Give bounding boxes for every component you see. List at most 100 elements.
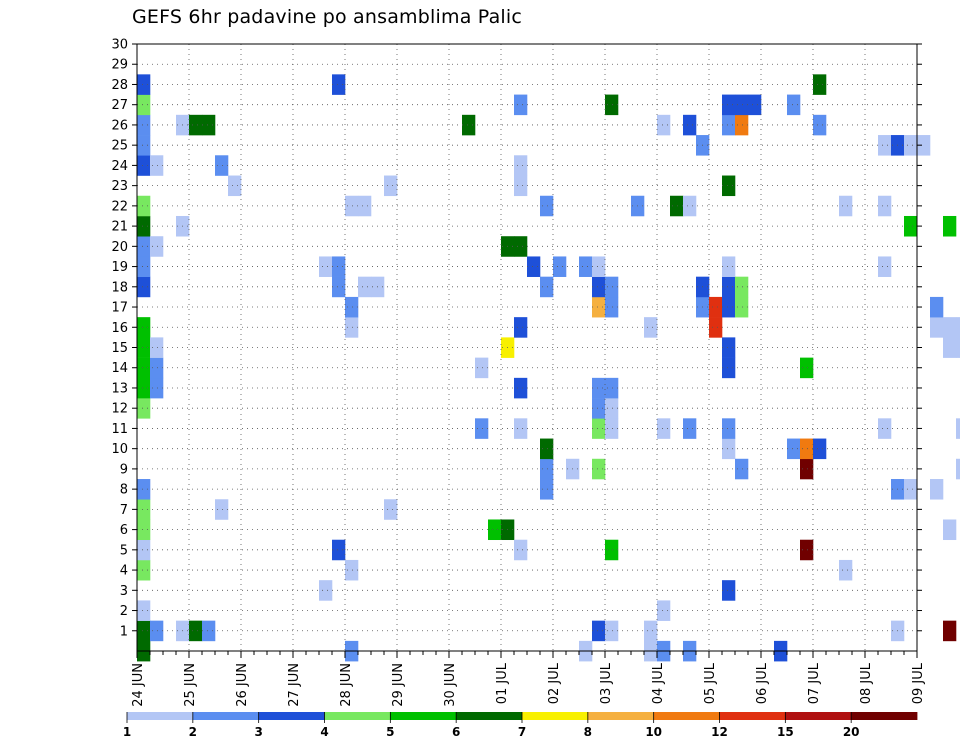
heatmap-cell bbox=[345, 195, 359, 217]
heatmap-cell bbox=[657, 418, 671, 439]
heatmap-cell bbox=[319, 580, 333, 601]
heatmap-cell bbox=[137, 317, 151, 338]
heatmap-cell bbox=[800, 539, 814, 561]
colorbar-label: 5 bbox=[386, 725, 394, 739]
colorbar-segment bbox=[456, 712, 523, 720]
heatmap-cell bbox=[787, 438, 801, 460]
heatmap-cell bbox=[137, 135, 151, 156]
y-tick-label: 25 bbox=[111, 139, 128, 154]
y-tick-label: 30 bbox=[111, 38, 128, 53]
x-tick-label: 26 JUN bbox=[235, 663, 250, 707]
y-tick-label: 20 bbox=[111, 240, 128, 255]
heatmap-cell bbox=[878, 135, 892, 156]
y-tick-label: 23 bbox=[111, 179, 128, 194]
x-tick-label: 08 JUL bbox=[859, 662, 874, 704]
heatmap-cell bbox=[878, 256, 892, 277]
heatmap-cell bbox=[735, 458, 749, 480]
heatmap-cell bbox=[137, 215, 151, 237]
heatmap-cell bbox=[839, 195, 853, 217]
heatmap-cell bbox=[540, 276, 554, 298]
y-tick-label: 1 bbox=[120, 624, 128, 639]
heatmap-cell bbox=[592, 276, 606, 298]
heatmap-cell bbox=[904, 479, 918, 500]
colorbar-label: 6 bbox=[452, 725, 460, 739]
heatmap-cell bbox=[358, 195, 372, 217]
heatmap-cell bbox=[150, 155, 164, 176]
heatmap-cell bbox=[137, 236, 151, 257]
heatmap-cell bbox=[605, 276, 619, 298]
heatmap-cell bbox=[345, 559, 359, 581]
heatmap-cell bbox=[332, 256, 346, 277]
heatmap-cell bbox=[150, 357, 164, 379]
heatmap-cell bbox=[904, 135, 918, 156]
chart-title: GEFS 6hr padavine po ansamblima Palic bbox=[132, 6, 523, 28]
heatmap-cell bbox=[878, 195, 892, 217]
heatmap-cell bbox=[462, 114, 476, 136]
colorbar-segment bbox=[522, 712, 589, 720]
heatmap-cell bbox=[514, 317, 528, 338]
heatmap-cell bbox=[709, 296, 723, 318]
y-tick-label: 16 bbox=[111, 321, 128, 336]
heatmap-cell bbox=[735, 94, 749, 116]
heatmap-cell bbox=[202, 114, 216, 136]
colorbar-segment bbox=[324, 712, 391, 720]
heatmap-cell bbox=[189, 620, 203, 642]
y-tick-label: 3 bbox=[120, 584, 128, 599]
heatmap-cell bbox=[722, 418, 736, 439]
heatmap-cell bbox=[137, 600, 151, 621]
heatmap-cell bbox=[137, 155, 151, 176]
y-tick-label: 28 bbox=[111, 78, 128, 93]
heatmap-cell bbox=[150, 620, 164, 642]
heatmap-cell bbox=[722, 276, 736, 298]
colorbar-segment bbox=[851, 712, 918, 720]
heatmap-cell bbox=[592, 398, 606, 419]
y-tick-label: 17 bbox=[111, 301, 128, 316]
heatmap-cell bbox=[943, 620, 957, 642]
heatmap-cell bbox=[722, 114, 736, 136]
y-tick-label: 15 bbox=[111, 341, 128, 356]
heatmap-cell bbox=[605, 377, 619, 399]
heatmap-cell bbox=[839, 559, 853, 581]
heatmap-cell bbox=[605, 620, 619, 642]
heatmap-cell bbox=[514, 175, 528, 197]
y-tick-label: 5 bbox=[120, 543, 128, 558]
heatmap-cell bbox=[722, 94, 736, 116]
x-tick-label: 30 JUN bbox=[443, 663, 458, 707]
heatmap-cell bbox=[137, 519, 151, 541]
heatmap-cell bbox=[189, 114, 203, 136]
heatmap-cell bbox=[748, 94, 762, 116]
heatmap-cell bbox=[683, 195, 697, 217]
heatmap-cell bbox=[683, 114, 697, 136]
heatmap-cell bbox=[813, 74, 827, 95]
y-tick-label: 13 bbox=[111, 381, 128, 396]
heatmap-cell bbox=[800, 357, 814, 379]
colorbar: 1 2 3 4 5 6 7 8 10 12 15 20 bbox=[123, 712, 918, 739]
heatmap-cell bbox=[956, 458, 960, 480]
y-tick-label: 24 bbox=[111, 159, 128, 174]
y-tick-label: 11 bbox=[111, 422, 128, 437]
heatmap-cell bbox=[930, 479, 944, 500]
heatmap-cell bbox=[930, 317, 944, 338]
colorbar-label: 2 bbox=[189, 725, 197, 739]
heatmap-cell bbox=[657, 600, 671, 621]
heatmap-cell bbox=[137, 337, 151, 358]
y-tick-label: 22 bbox=[111, 199, 128, 214]
heatmap-cell bbox=[722, 357, 736, 379]
heatmap-cell bbox=[384, 499, 398, 520]
heatmap-cell bbox=[553, 256, 567, 277]
heatmap-cell bbox=[735, 296, 749, 318]
y-tick-label: 12 bbox=[111, 402, 128, 417]
heatmap-cell bbox=[917, 135, 931, 156]
heatmap-cell bbox=[137, 539, 151, 561]
heatmap-cell bbox=[930, 296, 944, 318]
heatmap-cell bbox=[137, 377, 151, 399]
heatmap-cell bbox=[332, 276, 346, 298]
heatmap-cell bbox=[592, 620, 606, 642]
heatmap-cell bbox=[800, 438, 814, 460]
heatmap-cell bbox=[592, 296, 606, 318]
heatmap-cell bbox=[137, 256, 151, 277]
heatmap-cell bbox=[943, 337, 957, 358]
colorbar-segment bbox=[719, 712, 786, 720]
y-tick-label: 26 bbox=[111, 118, 128, 133]
heatmap-cell bbox=[605, 296, 619, 318]
